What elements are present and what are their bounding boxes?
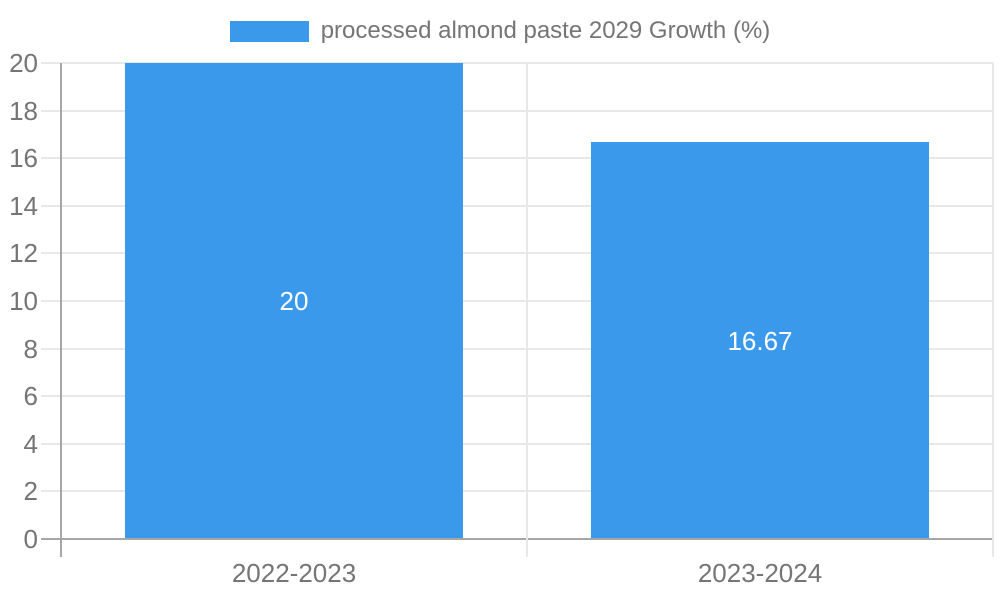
bar-2022-2023[interactable] (125, 63, 463, 538)
y-axis-tick-label: 14 (9, 190, 38, 221)
y-axis-tick-label: 6 (23, 381, 38, 412)
x-gridline (526, 63, 528, 557)
x-axis-baseline (41, 538, 993, 540)
legend-label: processed almond paste 2029 Growth (%) (320, 17, 771, 44)
y-gridline (41, 252, 993, 255)
y-gridline (41, 109, 993, 112)
x-gridline (992, 63, 994, 557)
y-gridline (41, 395, 993, 398)
y-gridline (41, 204, 993, 207)
y-gridline (41, 347, 993, 350)
y-gridline (41, 157, 993, 160)
bar-value-label: 20 (279, 286, 309, 316)
x-axis-tick-label: 2023-2024 (697, 558, 823, 588)
y-axis-tick-label: 20 (9, 48, 38, 78)
y-gridline (41, 300, 993, 302)
y-axis-tick-label: 16 (9, 143, 38, 174)
y-axis-tick-label: 2 (23, 476, 38, 507)
x-axis-tick-label: 2022-2023 (231, 558, 357, 588)
y-axis-tick-label: 12 (9, 238, 38, 269)
y-gridline (41, 442, 993, 445)
y-gridline (41, 62, 993, 64)
bar-value-label: 16.67 (727, 326, 793, 356)
y-axis-tick-label: 10 (9, 286, 38, 316)
legend-item[interactable]: processed almond paste 2029 Growth (%) (0, 14, 1000, 48)
y-axis-tick-label: 0 (23, 524, 38, 554)
y-axis-tick-label: 8 (23, 333, 38, 364)
legend-color-swatch (229, 20, 309, 42)
y-axis-tick-label: 4 (23, 428, 38, 459)
y-gridline (41, 490, 993, 493)
y-axis-tick-label: 18 (9, 95, 38, 126)
y-axis-line (60, 63, 62, 557)
bar-2023-2024[interactable] (591, 142, 929, 538)
